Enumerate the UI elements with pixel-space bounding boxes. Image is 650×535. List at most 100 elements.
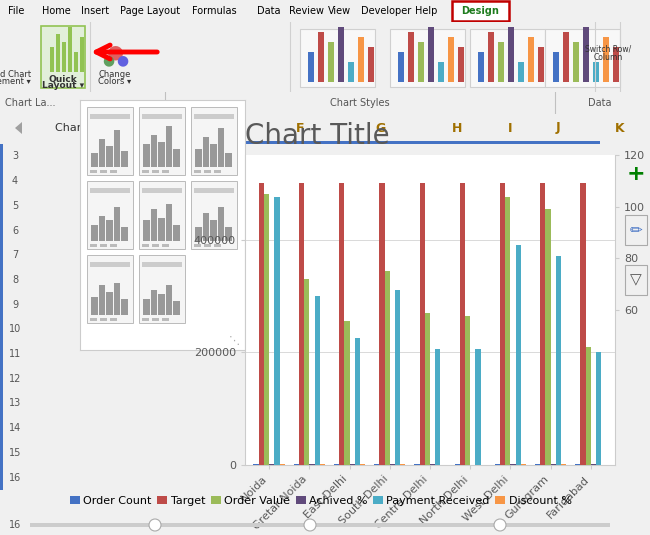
Bar — [436, 349, 441, 465]
Bar — [80, 37, 84, 72]
Text: 14: 14 — [9, 423, 21, 433]
Bar — [593, 62, 599, 82]
Bar — [106, 220, 113, 241]
Bar — [328, 42, 334, 82]
Text: J: J — [556, 121, 560, 134]
Bar — [194, 114, 234, 119]
Text: 16: 16 — [9, 472, 21, 483]
Bar — [100, 244, 107, 247]
Bar — [99, 285, 105, 315]
Bar — [505, 197, 510, 465]
Bar — [152, 170, 159, 173]
FancyBboxPatch shape — [41, 26, 85, 88]
Bar — [142, 170, 149, 173]
Bar — [139, 181, 185, 249]
Bar — [478, 52, 484, 82]
Text: ●: ● — [102, 53, 114, 67]
Text: 16: 16 — [9, 520, 21, 530]
Bar — [470, 29, 545, 87]
Text: Chart Styles: Chart Styles — [330, 98, 390, 108]
Bar — [90, 262, 130, 267]
Bar — [194, 188, 234, 193]
Text: I: I — [508, 121, 512, 134]
Text: Element ▾: Element ▾ — [0, 77, 31, 86]
Bar — [204, 170, 211, 173]
Text: 13: 13 — [9, 399, 21, 409]
Polygon shape — [15, 122, 22, 134]
Bar — [143, 220, 150, 241]
Bar — [100, 318, 107, 321]
Bar — [62, 42, 66, 72]
Text: K: K — [615, 121, 625, 134]
Bar — [374, 464, 380, 465]
Legend: Order Count, Target, Order Value, Achived %, Payment Received, Discount %: Order Count, Target, Order Value, Achive… — [66, 492, 576, 510]
Bar — [166, 204, 172, 241]
Bar — [318, 32, 324, 82]
Bar — [110, 244, 117, 247]
Bar — [418, 42, 424, 82]
Bar — [174, 301, 180, 315]
Bar — [299, 183, 304, 465]
Bar — [465, 316, 470, 465]
Bar — [395, 291, 400, 465]
Bar — [68, 27, 72, 72]
Bar — [214, 244, 221, 247]
Bar — [203, 137, 209, 167]
Bar — [194, 170, 201, 173]
Text: Chart La...: Chart La... — [5, 98, 55, 108]
Bar — [245, 141, 600, 144]
Bar — [535, 464, 540, 465]
Bar — [538, 47, 544, 82]
Text: 15: 15 — [9, 448, 21, 458]
Bar — [390, 29, 465, 87]
Bar — [218, 128, 224, 167]
Bar — [518, 62, 524, 82]
Bar — [458, 47, 464, 82]
Bar — [573, 42, 579, 82]
Text: 3: 3 — [12, 151, 18, 162]
Bar — [556, 256, 561, 465]
Bar — [152, 318, 159, 321]
Bar — [210, 144, 217, 167]
Bar — [308, 52, 314, 82]
Text: Page Layout: Page Layout — [120, 6, 181, 16]
Bar — [122, 151, 128, 167]
Text: 8: 8 — [12, 275, 18, 285]
Bar — [203, 213, 209, 241]
Bar — [152, 244, 159, 247]
Bar — [294, 464, 299, 465]
Bar — [521, 464, 526, 465]
Bar — [166, 126, 172, 167]
Bar — [269, 464, 274, 465]
Bar — [191, 181, 237, 249]
Text: F: F — [296, 121, 304, 134]
Text: Help: Help — [415, 6, 437, 16]
Bar — [142, 188, 182, 193]
Text: 12: 12 — [9, 374, 21, 384]
Bar — [596, 352, 601, 465]
Bar — [106, 146, 113, 167]
Bar — [114, 283, 120, 315]
Bar — [368, 47, 374, 82]
Bar — [540, 183, 545, 465]
Text: File: File — [8, 6, 24, 16]
Bar — [151, 135, 157, 167]
Bar — [158, 294, 165, 315]
Text: Colors ▾: Colors ▾ — [98, 77, 131, 86]
Bar — [460, 183, 465, 465]
Bar — [553, 52, 559, 82]
Bar — [87, 107, 133, 175]
Text: 5: 5 — [12, 201, 18, 211]
Bar — [91, 153, 98, 167]
Text: +: + — [627, 164, 645, 184]
Bar — [580, 183, 586, 465]
Bar — [338, 27, 344, 82]
Bar — [586, 347, 591, 465]
Bar — [99, 140, 105, 167]
Bar — [583, 27, 589, 82]
Bar — [348, 62, 354, 82]
Text: Switch Row/: Switch Row/ — [585, 45, 631, 54]
Bar — [408, 32, 414, 82]
Text: Chart 4: Chart 4 — [55, 123, 96, 133]
Bar — [139, 255, 185, 323]
